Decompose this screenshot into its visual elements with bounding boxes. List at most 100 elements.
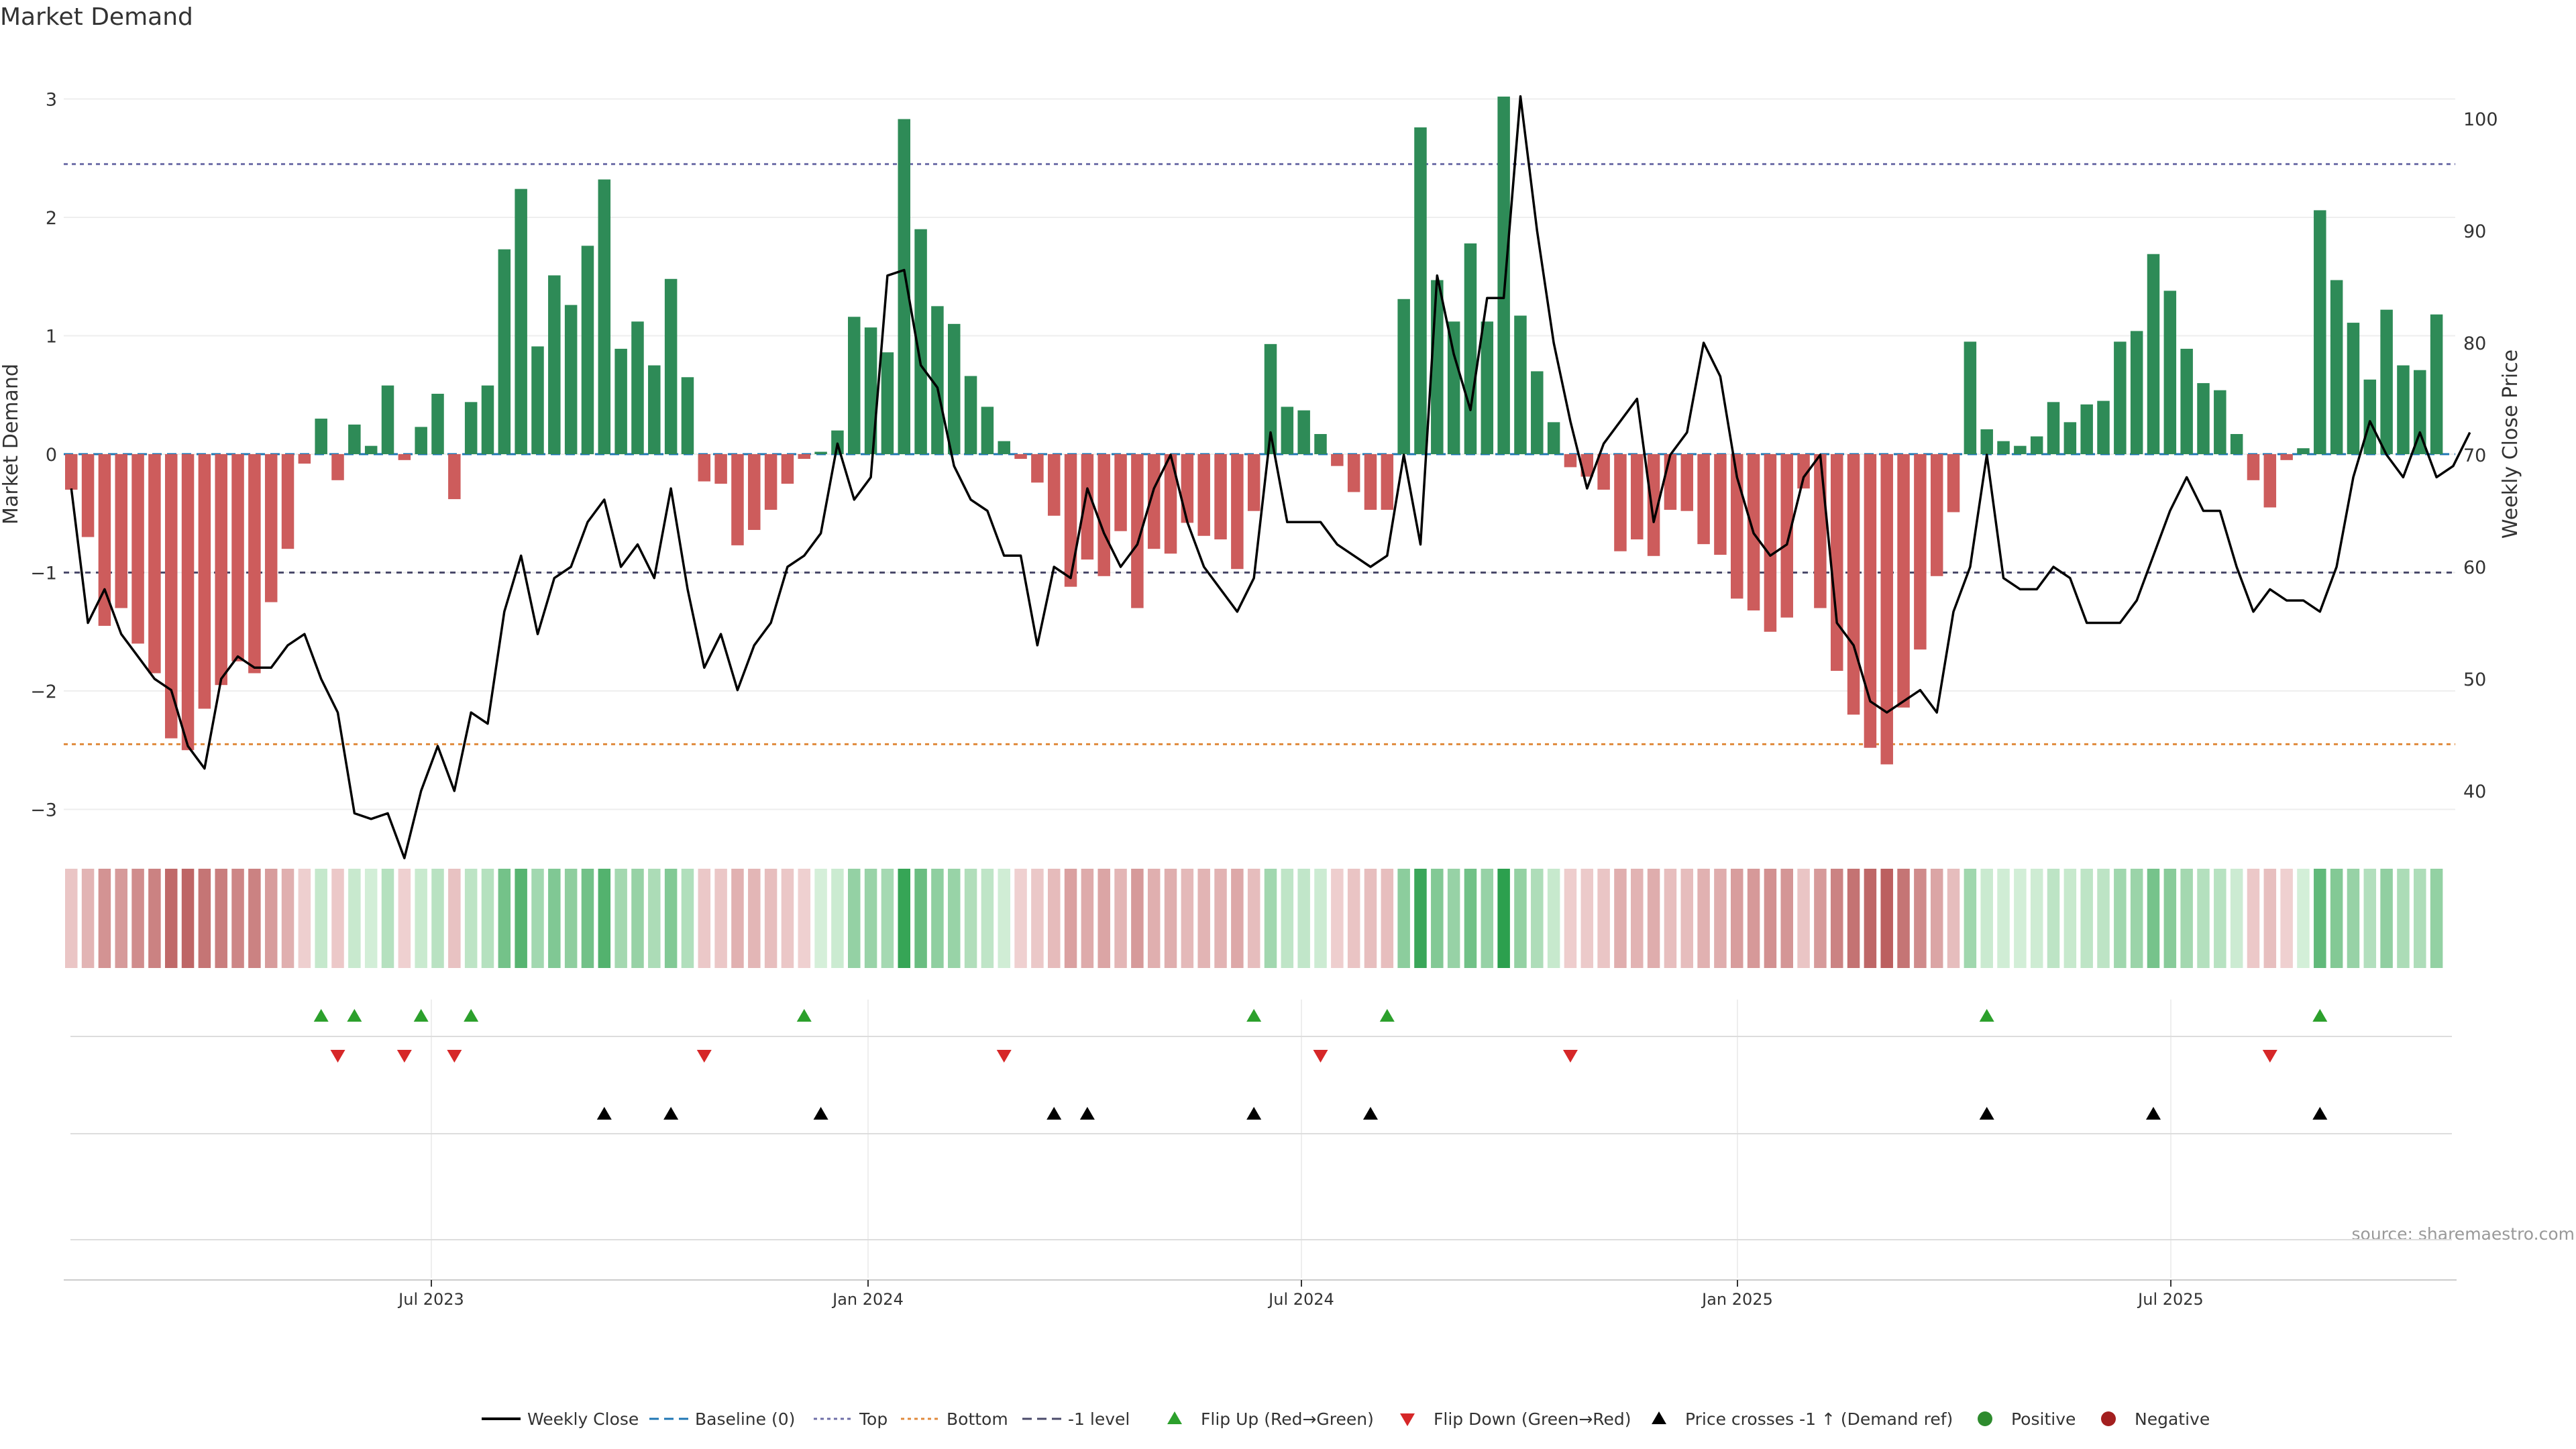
demand-bar xyxy=(2063,422,2077,454)
heat-cell xyxy=(1880,869,1893,968)
heat-cell xyxy=(1131,869,1144,968)
heat-cell xyxy=(1464,869,1477,968)
demand-bar xyxy=(2363,379,2377,454)
demand-bar xyxy=(1464,243,1477,454)
flip-up-marker xyxy=(796,1009,812,1022)
demand-bar xyxy=(1231,454,1244,570)
flip-down-marker xyxy=(447,1050,462,1063)
demand-bar xyxy=(748,454,761,530)
demand-bar xyxy=(848,317,861,454)
x-tick-label: Jan 2025 xyxy=(1701,1290,1773,1309)
y2-tick-label: 40 xyxy=(2463,782,2486,802)
flip-down-marker xyxy=(2262,1050,2277,1063)
heat-cell xyxy=(548,869,561,968)
heat-cell xyxy=(65,869,78,968)
demand-bar xyxy=(548,275,561,454)
heat-cell xyxy=(348,869,361,968)
x-tick-label: Jul 2023 xyxy=(397,1290,464,1309)
flip-down-marker xyxy=(330,1050,345,1063)
demand-bar xyxy=(1214,454,1227,540)
demand-bar xyxy=(1197,454,1210,536)
heat-cell xyxy=(581,869,594,968)
demand-bar xyxy=(215,454,227,686)
legend-label: Bottom xyxy=(947,1409,1008,1429)
heat-cell xyxy=(2030,869,2043,968)
flip-down-marker xyxy=(396,1050,412,1063)
demand-bar xyxy=(781,454,794,484)
demand-bar xyxy=(481,385,494,454)
demand-bar xyxy=(1114,454,1127,531)
demand-bar xyxy=(1797,454,1810,489)
demand-bar xyxy=(1064,454,1077,587)
demand-bar xyxy=(531,346,544,454)
demand-bar xyxy=(581,246,594,454)
heat-cell xyxy=(1381,869,1394,968)
demand-bar xyxy=(2047,402,2060,454)
heat-cell xyxy=(1580,869,1594,968)
heat-cell xyxy=(814,869,827,968)
heat-cell xyxy=(1147,869,1161,968)
demand-bar xyxy=(1664,454,1677,510)
demand-bar xyxy=(2397,365,2410,454)
heat-cell xyxy=(731,869,744,968)
demand-bar xyxy=(2297,448,2310,454)
y-tick-label: −1 xyxy=(30,564,57,584)
demand-bar xyxy=(1081,454,1094,560)
heat-cell xyxy=(947,869,961,968)
heat-cell xyxy=(1980,869,1993,968)
heat-cell xyxy=(1014,869,1027,968)
heat-cell xyxy=(1114,869,1127,968)
demand-bar xyxy=(1814,454,1827,608)
demand-bar xyxy=(448,454,461,500)
heat-cell xyxy=(2397,869,2410,968)
price-cross-marker xyxy=(1079,1107,1095,1120)
legend-label: Positive xyxy=(2011,1409,2076,1429)
demand-bar xyxy=(264,454,278,602)
demand-bar xyxy=(1564,454,1577,468)
heat-cell xyxy=(1997,869,2010,968)
heat-cell xyxy=(1964,869,1977,968)
demand-bar xyxy=(681,377,694,454)
legend-item: Positive xyxy=(1978,1409,2076,1429)
heat-cell xyxy=(1181,869,1194,968)
flip-down-marker xyxy=(1562,1050,1578,1063)
y2-axis-ticks: 100 90 80 70 60 50 40 xyxy=(2463,109,2498,802)
heat-cell xyxy=(2080,869,2093,968)
heat-cell xyxy=(1197,869,1210,968)
heat-cell xyxy=(631,869,644,968)
heat-cell xyxy=(1764,869,1777,968)
demand-bar xyxy=(381,385,394,454)
heat-cell xyxy=(564,869,578,968)
chart-title: Market Demand xyxy=(0,3,193,31)
heat-cell xyxy=(531,869,544,968)
demand-bar xyxy=(2430,314,2443,454)
legend-label: -1 level xyxy=(1068,1409,1130,1429)
demand-bar xyxy=(1947,454,1960,513)
heat-cell xyxy=(1930,869,1943,968)
heat-cell xyxy=(2047,869,2060,968)
demand-bar xyxy=(1031,454,1044,483)
y-tick-label: 1 xyxy=(46,327,57,347)
heat-cell xyxy=(215,869,227,968)
heat-cell xyxy=(1597,869,1610,968)
heat-cell xyxy=(714,869,727,968)
x-axis-ticks: Jul 2023 Jan 2024 Jul 2024 Jan 2025 Jul 2025 xyxy=(397,1280,2204,1309)
demand-bars xyxy=(65,96,2443,765)
demand-bar xyxy=(564,305,578,454)
grid-lines xyxy=(64,98,2455,1278)
demand-bar xyxy=(2247,454,2260,480)
demand-bar xyxy=(464,402,478,454)
demand-bar xyxy=(1364,454,1377,510)
heat-cell xyxy=(398,869,411,968)
demand-bar xyxy=(1930,454,1943,576)
y2-tick-label: 80 xyxy=(2463,333,2486,354)
heat-cell xyxy=(1481,869,1494,968)
heat-cell xyxy=(2230,869,2243,968)
demand-bar xyxy=(1264,343,1277,454)
demand-bar xyxy=(947,323,961,454)
demand-bar xyxy=(1631,454,1644,540)
demand-bar xyxy=(2263,454,2277,508)
heat-cell xyxy=(431,869,444,968)
heat-cell xyxy=(781,869,794,968)
